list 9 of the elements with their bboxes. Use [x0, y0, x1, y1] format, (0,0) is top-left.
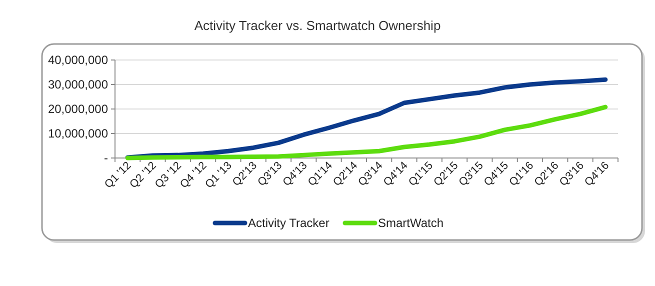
y-tick-label: 10,000,000 — [48, 126, 108, 140]
legend-label: SmartWatch — [378, 216, 444, 230]
legend-label: Activity Tracker — [248, 216, 330, 230]
y-tick-label: - — [104, 151, 108, 165]
line-series — [125, 104, 608, 160]
chart-title: Activity Tracker vs. Smartwatch Ownership — [194, 18, 441, 33]
y-tick-label: 40,000,000 — [48, 53, 108, 67]
y-tick-label: 30,000,000 — [48, 78, 108, 92]
y-tick-label: 20,000,000 — [48, 102, 108, 116]
